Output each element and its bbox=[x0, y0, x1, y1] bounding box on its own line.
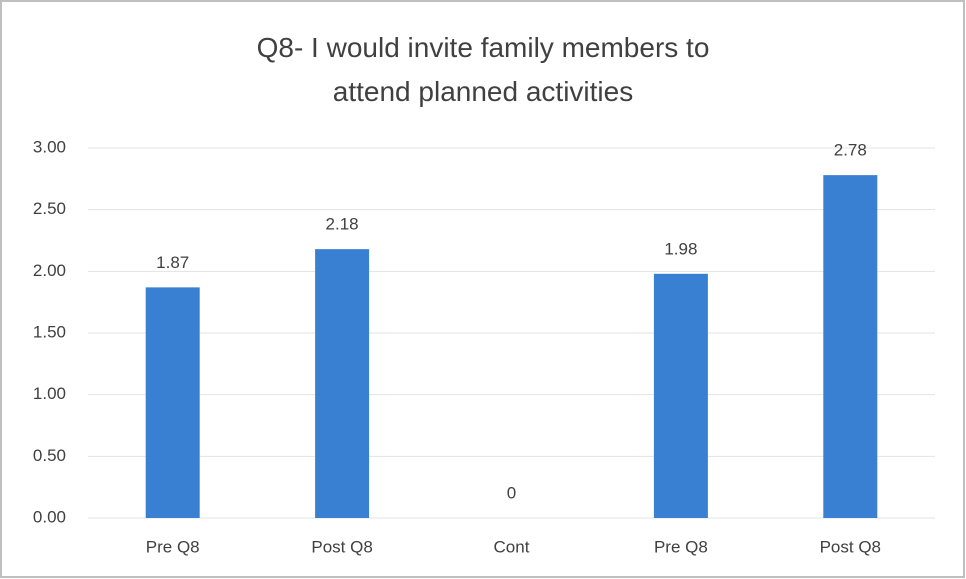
x-tick-label: Post Q8 bbox=[820, 537, 881, 556]
chart-title: Q8- I would invite family members to att… bbox=[256, 32, 710, 107]
y-tick-label: 3.00 bbox=[33, 137, 66, 156]
y-tick-label: 1.00 bbox=[33, 384, 66, 403]
value-label: 2.78 bbox=[834, 141, 867, 160]
x-tick-label: Post Q8 bbox=[311, 537, 372, 556]
bar bbox=[823, 175, 878, 518]
y-tick-label: 2.50 bbox=[33, 199, 66, 218]
y-tick-label: 1.50 bbox=[33, 322, 66, 341]
value-label: 0 bbox=[507, 483, 516, 502]
value-label: 2.18 bbox=[326, 215, 359, 234]
value-label: 1.87 bbox=[156, 253, 189, 272]
value-label: 1.98 bbox=[664, 239, 697, 258]
bar bbox=[145, 287, 200, 518]
y-tick-label: 0.50 bbox=[33, 446, 66, 465]
x-tick-label: Pre Q8 bbox=[654, 537, 708, 556]
x-tick-label: Cont bbox=[494, 537, 530, 556]
bar bbox=[653, 273, 708, 518]
y-tick-label: 2.00 bbox=[33, 261, 66, 280]
bar bbox=[315, 249, 370, 518]
x-tick-label: Pre Q8 bbox=[146, 537, 200, 556]
y-tick-label: 0.00 bbox=[33, 507, 66, 526]
